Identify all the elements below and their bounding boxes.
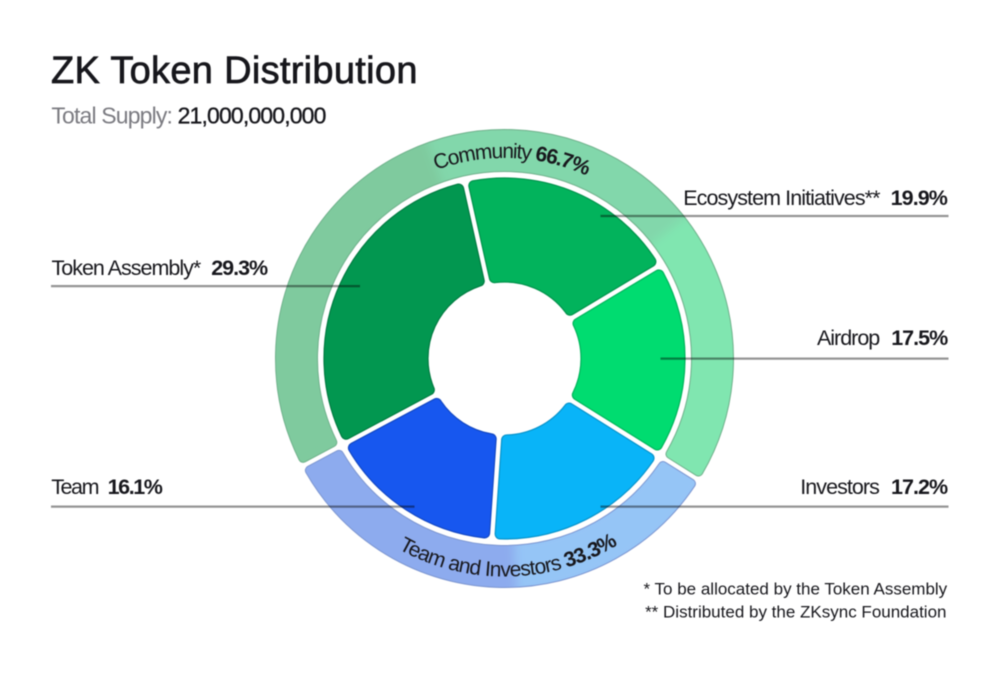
svg-text:** Distributed by the ZKsync F: ** Distributed by the ZKsync Foundation xyxy=(645,603,946,622)
svg-text:Investors 17.2%: Investors 17.2% xyxy=(800,475,948,499)
svg-text:ZK Token Distribution: ZK Token Distribution xyxy=(51,50,418,92)
svg-text:Total Supply: 21,000,000,000: Total Supply: 21,000,000,000 xyxy=(51,103,325,129)
svg-text:* To be allocated by the Token: * To be allocated by the Token Assembly xyxy=(644,580,948,599)
svg-text:Ecosystem Initiatives** 19.9%: Ecosystem Initiatives** 19.9% xyxy=(683,186,948,210)
svg-text:Airdrop 17.5%: Airdrop 17.5% xyxy=(817,326,948,350)
svg-text:Token Assembly* 29.3%: Token Assembly* 29.3% xyxy=(52,256,269,280)
svg-text:Team 16.1%: Team 16.1% xyxy=(51,475,163,499)
